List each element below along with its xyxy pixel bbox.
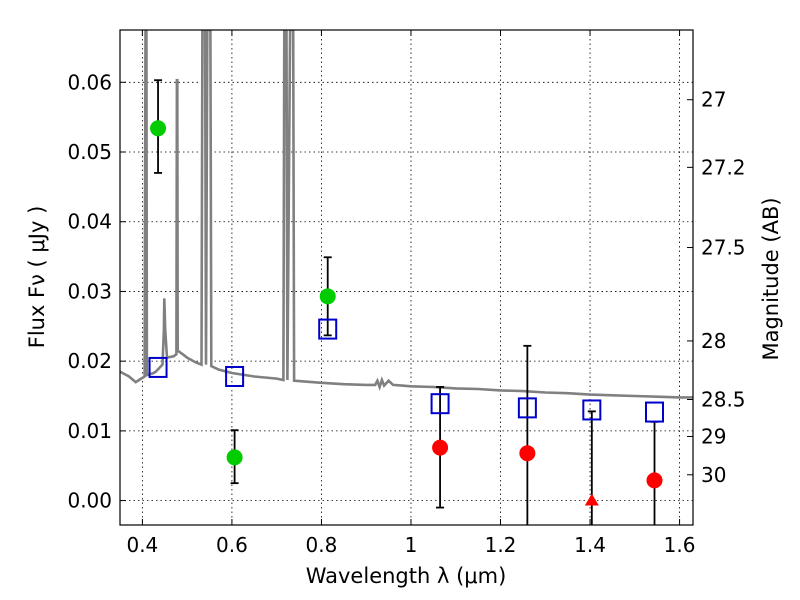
right-y-axis-title: Magnitude (AB): [759, 197, 783, 360]
data-point: [150, 120, 167, 137]
right-y-tick-label: 29: [701, 424, 726, 448]
y-tick-label: 0.00: [67, 489, 112, 513]
data-point: [646, 472, 663, 489]
model-photometry-point: [148, 356, 168, 378]
x-tick-label: 1.4: [574, 533, 606, 557]
data-point: [432, 439, 449, 456]
x-tick-label: 0.8: [306, 533, 338, 557]
x-tick-label: 0.4: [126, 533, 158, 557]
plot-frame: [119, 29, 694, 526]
photometry-points: [148, 79, 665, 525]
model-spectrum: [120, 30, 693, 399]
right-y-tick-label: 27.2: [701, 155, 746, 179]
model-photometry-point: [225, 366, 245, 387]
x-tick-label: 0.6: [216, 533, 248, 557]
spectrum-line: [120, 30, 693, 399]
right-y-tick-label: 27: [701, 88, 726, 112]
right-y-tick-label: 27.5: [701, 236, 746, 260]
model-photometry-point: [318, 318, 338, 340]
x-axis-title: Wavelength λ (μm): [306, 564, 507, 588]
axis-ticks: 0.4 0.6 0.8 1 1.2 1.4 1.6 0.00 0.01 0.02 0.03 0.04 0…: [67, 30, 746, 557]
right-y-tick-label: 28.5: [701, 388, 746, 412]
model-photometry-point: [582, 399, 602, 421]
y-tick-label: 0.04: [67, 210, 112, 234]
y-tick-label: 0.03: [67, 279, 112, 303]
y-tick-label: 0.05: [67, 140, 112, 164]
upper-limit-point: [584, 493, 599, 506]
y-tick-label: 0.06: [67, 70, 112, 94]
model-photometry-point: [517, 397, 537, 419]
data-point: [519, 445, 536, 462]
data-point: [319, 288, 336, 305]
y-tick-label: 0.01: [67, 419, 112, 443]
data-point: [226, 449, 243, 466]
x-tick-label: 1.2: [485, 533, 517, 557]
y-tick-label: 0.02: [67, 349, 112, 373]
model-photometry-point: [645, 401, 665, 423]
right-y-tick-label: 28: [701, 329, 726, 353]
model-photometry-point: [430, 393, 450, 415]
right-y-tick-label: 30: [701, 463, 726, 487]
x-tick-label: 1: [405, 533, 418, 557]
x-tick-label: 1.6: [664, 533, 696, 557]
grid: [120, 30, 693, 525]
y-axis-title: Flux Fν ( μJy ): [25, 206, 49, 349]
